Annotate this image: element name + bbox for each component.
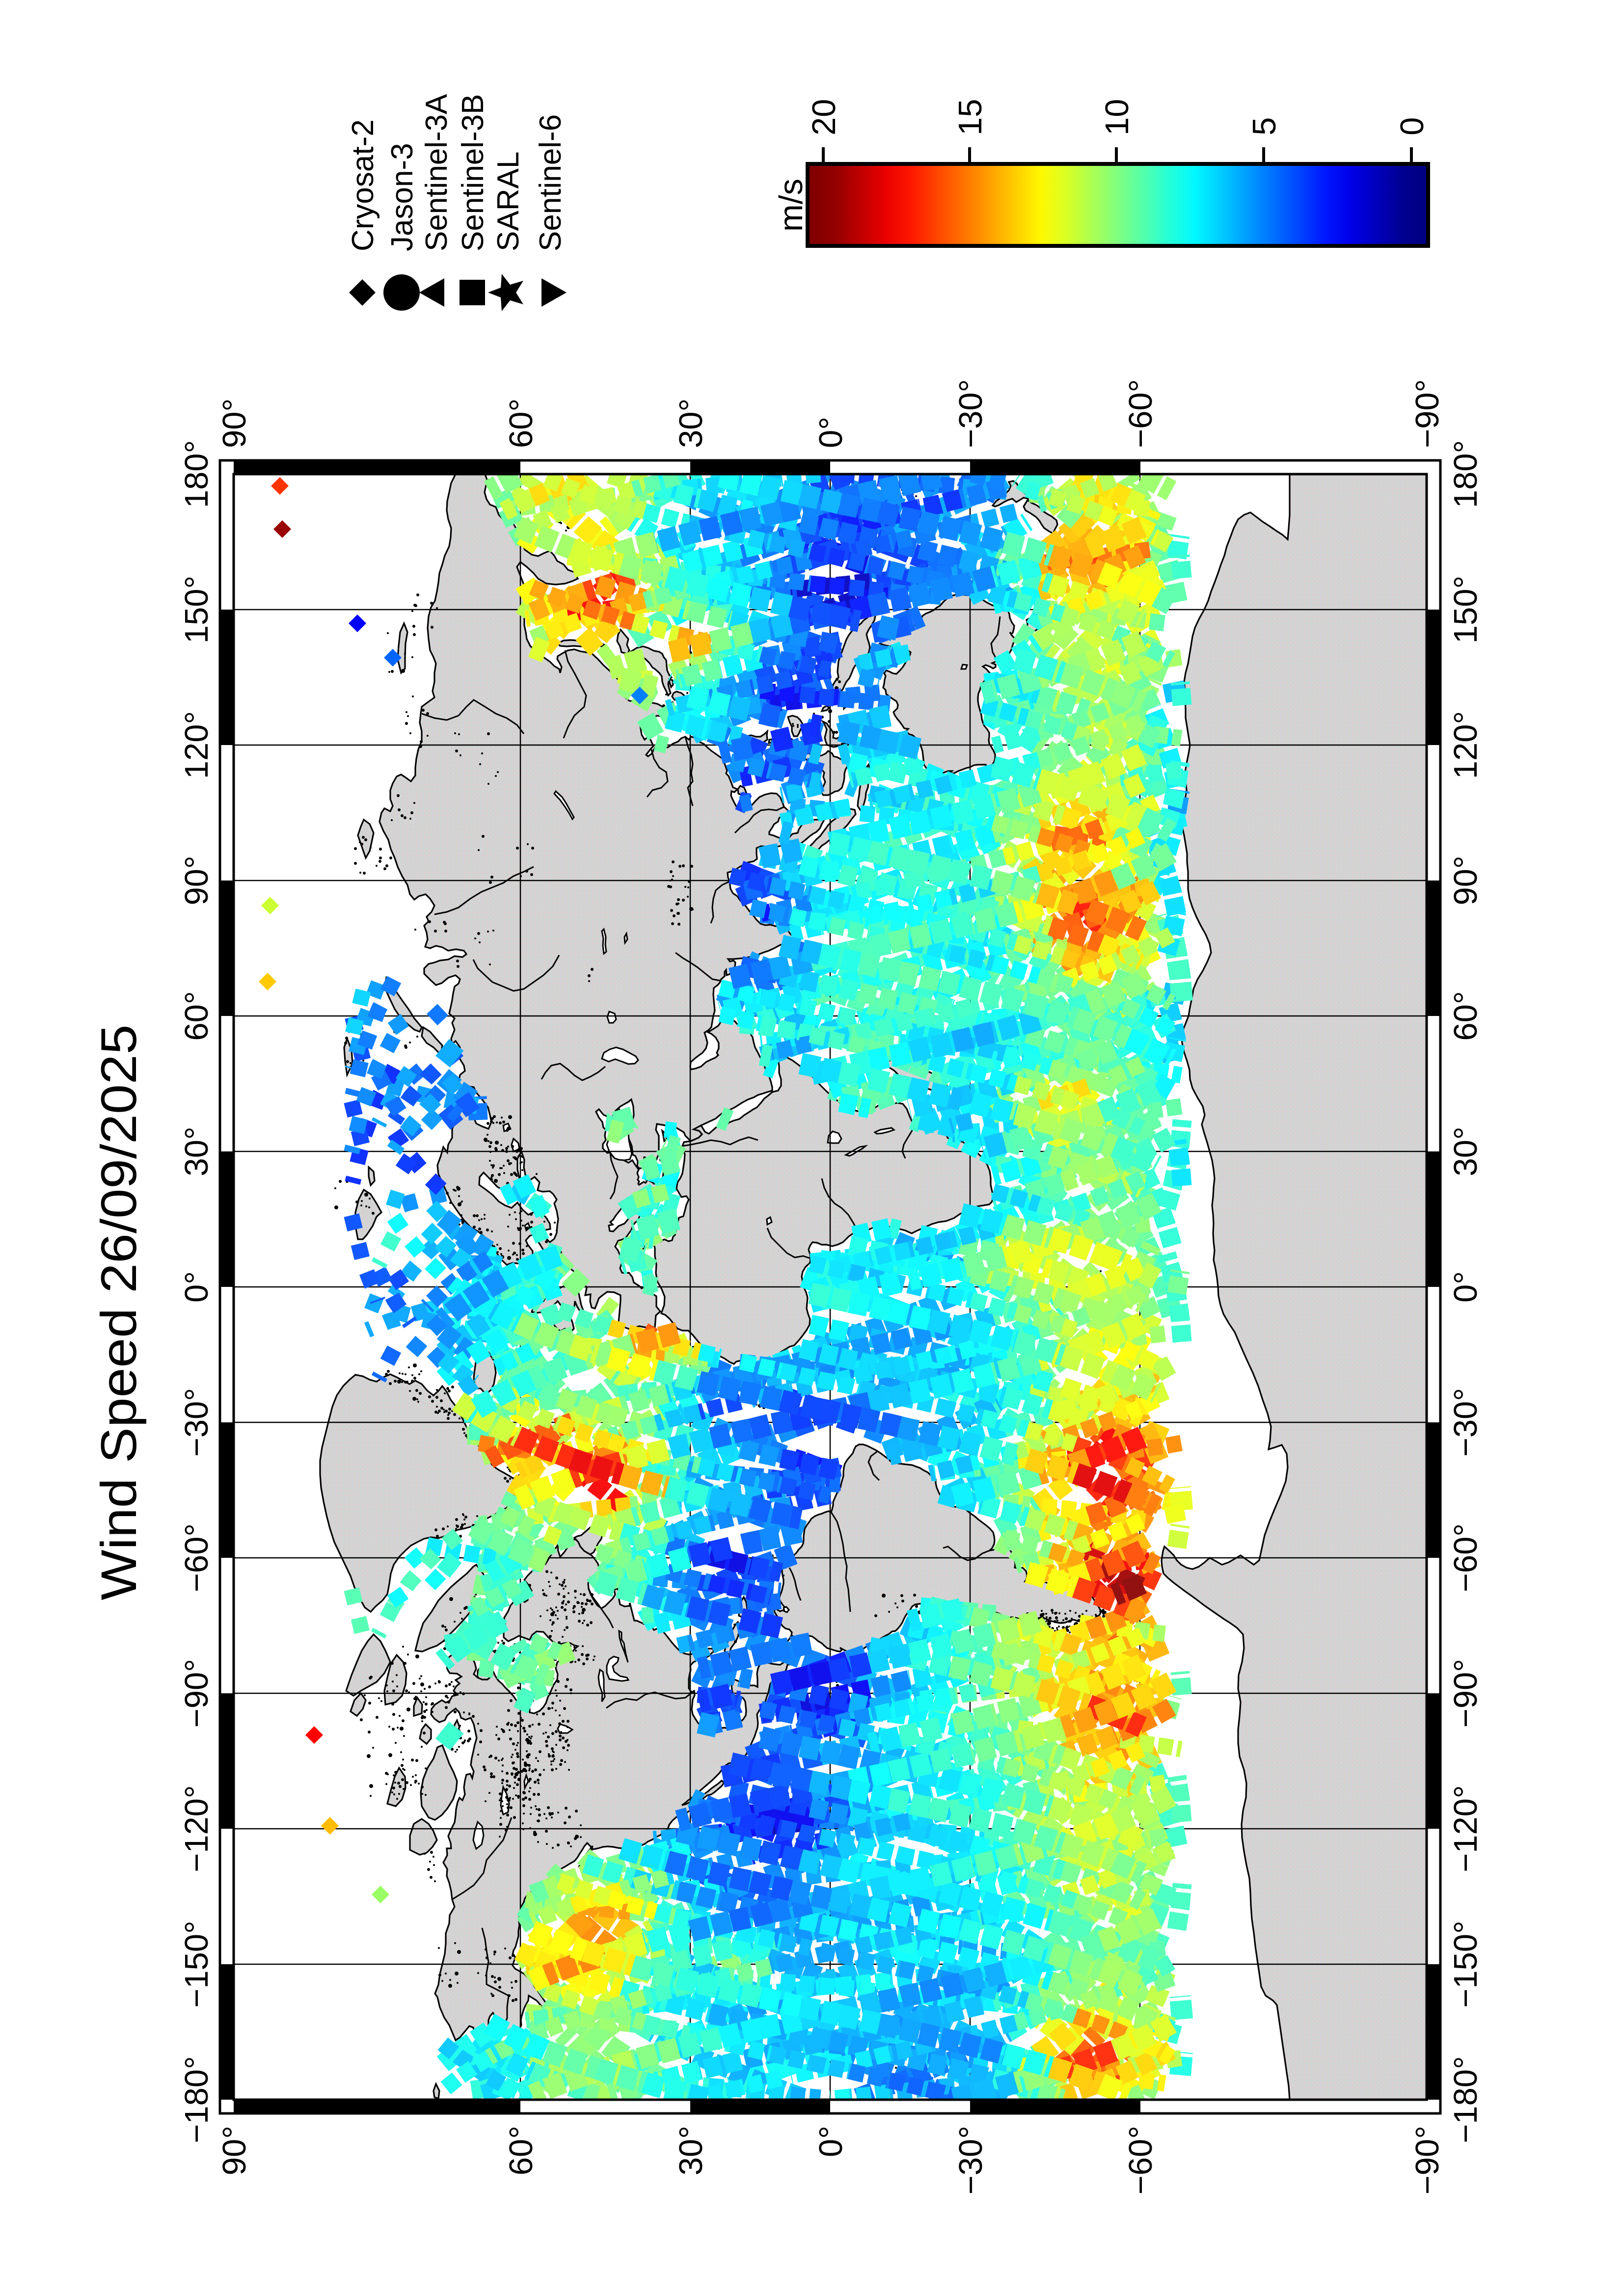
svg-text:20: 20 <box>806 99 842 135</box>
svg-text:−60°: −60° <box>1122 379 1159 448</box>
svg-text:90°: 90° <box>216 399 253 448</box>
svg-text:0°: 0° <box>1447 1271 1484 1303</box>
svg-text:−60°: −60° <box>178 1523 215 1592</box>
svg-text:0°: 0° <box>812 417 849 448</box>
svg-text:−30°: −30° <box>952 2126 989 2194</box>
svg-text:−150°: −150° <box>178 1921 215 2008</box>
svg-text:Jason-3: Jason-3 <box>385 143 419 251</box>
svg-text:60°: 60° <box>503 2126 540 2175</box>
svg-text:−60°: −60° <box>1447 1523 1484 1592</box>
svg-text:30°: 30° <box>673 2126 709 2175</box>
svg-text:−90°: −90° <box>178 1659 215 1728</box>
svg-text:Wind Speed 26/09/2025: Wind Speed 26/09/2025 <box>91 1025 147 1601</box>
svg-text:180°: 180° <box>178 440 215 508</box>
svg-text:90°: 90° <box>178 855 215 905</box>
svg-text:5: 5 <box>1246 117 1283 135</box>
svg-text:15: 15 <box>952 99 989 135</box>
svg-text:−150°: −150° <box>1447 1921 1484 2008</box>
svg-text:0°: 0° <box>812 2126 849 2157</box>
svg-text:Cryosat-2: Cryosat-2 <box>346 119 380 251</box>
svg-text:150°: 150° <box>178 576 215 644</box>
svg-text:150°: 150° <box>1447 576 1484 644</box>
svg-text:−120°: −120° <box>178 1785 215 1872</box>
svg-text:−30°: −30° <box>1447 1388 1484 1457</box>
svg-text:−180°: −180° <box>1447 2056 1484 2143</box>
svg-text:−90°: −90° <box>1447 1659 1484 1728</box>
svg-text:−120°: −120° <box>1447 1785 1484 1872</box>
svg-text:60°: 60° <box>503 399 540 448</box>
svg-text:−30°: −30° <box>952 379 989 448</box>
svg-text:30°: 30° <box>673 399 709 448</box>
svg-text:SARAL: SARAL <box>491 152 525 251</box>
svg-text:10: 10 <box>1099 99 1136 135</box>
svg-text:Sentinel-6: Sentinel-6 <box>534 114 568 251</box>
svg-text:90°: 90° <box>1447 855 1484 905</box>
svg-text:120°: 120° <box>1447 711 1484 779</box>
svg-text:−90°: −90° <box>1409 379 1446 448</box>
svg-text:60°: 60° <box>178 991 215 1041</box>
svg-text:Sentinel-3B: Sentinel-3B <box>456 94 490 251</box>
svg-text:Sentinel-3A: Sentinel-3A <box>420 94 454 251</box>
svg-text:60°: 60° <box>1447 991 1484 1041</box>
svg-text:90°: 90° <box>216 2126 253 2175</box>
svg-text:−180°: −180° <box>178 2056 215 2143</box>
svg-text:30°: 30° <box>1447 1126 1484 1176</box>
svg-text:m/s: m/s <box>773 179 810 232</box>
svg-text:0: 0 <box>1394 117 1431 135</box>
svg-text:−90°: −90° <box>1409 2126 1446 2194</box>
svg-text:−30°: −30° <box>178 1388 215 1457</box>
svg-text:30°: 30° <box>178 1126 215 1176</box>
svg-text:−60°: −60° <box>1122 2126 1159 2194</box>
svg-text:0°: 0° <box>178 1271 215 1303</box>
svg-text:120°: 120° <box>178 711 215 779</box>
svg-text:180°: 180° <box>1447 440 1484 508</box>
